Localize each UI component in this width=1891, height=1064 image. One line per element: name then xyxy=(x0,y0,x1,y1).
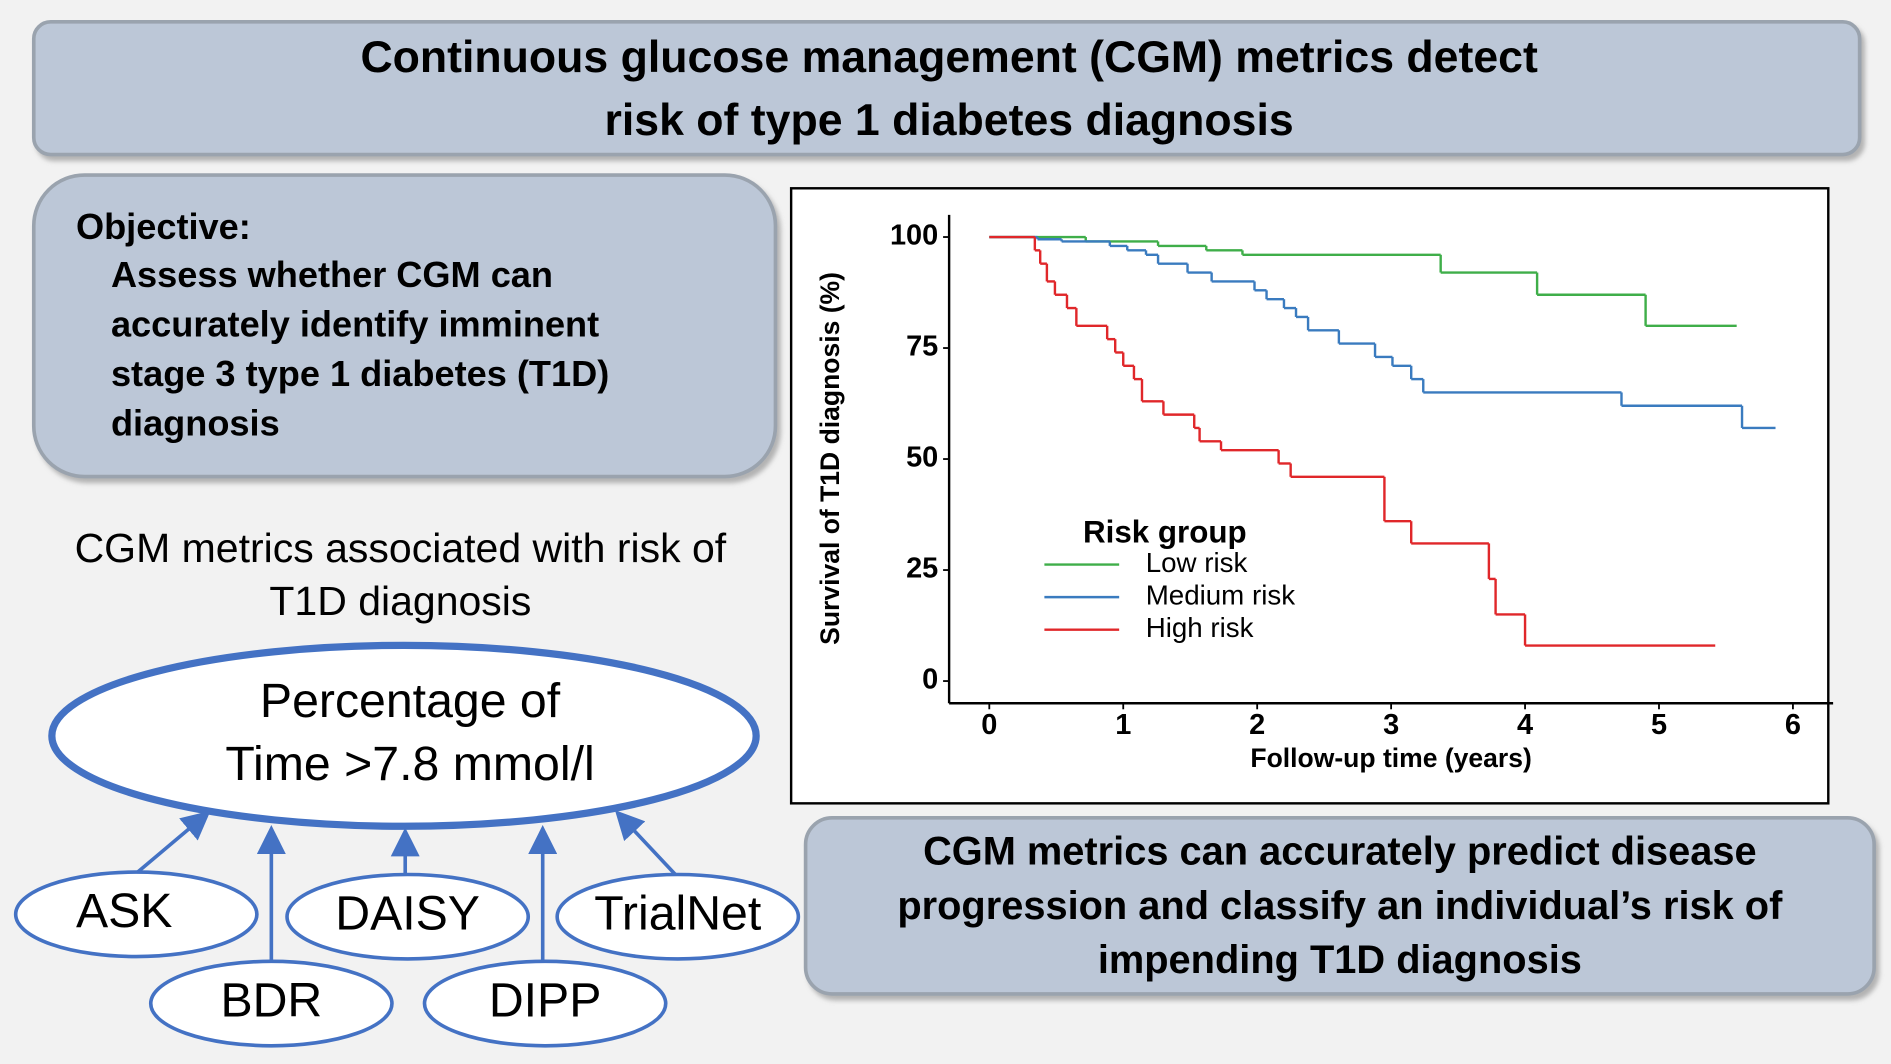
arrow xyxy=(614,810,677,876)
x-tick-label: 1 xyxy=(1115,709,1131,741)
chart-frame xyxy=(789,187,1830,805)
study-label: ASK xyxy=(76,884,173,938)
objective-line: diagnosis xyxy=(111,402,280,443)
objective-heading: Objective: xyxy=(76,206,251,247)
legend-title: Risk group xyxy=(1083,515,1247,550)
x-tick-label: 4 xyxy=(1517,709,1533,741)
study-ellipse xyxy=(422,959,668,1048)
title-box xyxy=(31,20,1862,157)
study-label: BDR xyxy=(220,973,322,1027)
conclusion-line: impending T1D diagnosis xyxy=(1098,938,1582,982)
association-line: CGM metrics associated with risk of xyxy=(75,525,727,571)
study-label: TrialNet xyxy=(594,886,762,940)
legend-label: Low risk xyxy=(1146,547,1248,578)
objective-line: Assess whether CGM can xyxy=(111,254,553,295)
objective-line: accurately identify imminent xyxy=(111,304,599,345)
study-ellipses xyxy=(13,870,801,1048)
legend-label: Medium risk xyxy=(1146,579,1296,610)
y-tick-label: 0 xyxy=(922,664,938,696)
conclusion-line: progression and classify an individual’s… xyxy=(897,884,1783,928)
study-label: DIPP xyxy=(489,973,602,1027)
objective-line: stage 3 type 1 diabetes (T1D) xyxy=(111,353,609,394)
x-tick-label: 6 xyxy=(1785,709,1801,741)
study-ellipse xyxy=(285,872,531,961)
conclusion-line: CGM metrics can accurately predict disea… xyxy=(923,830,1757,874)
title-line: risk of type 1 diabetes diagnosis xyxy=(605,96,1294,145)
y-tick-label: 25 xyxy=(906,553,938,585)
study-ellipse xyxy=(148,959,394,1048)
y-axis-label: Survival of T1D diagnosis (%) xyxy=(815,272,845,645)
y-tick-label: 75 xyxy=(906,331,938,363)
outcome-line: Time >7.8 mmol/l xyxy=(225,737,594,791)
arrow xyxy=(135,810,211,875)
legend-label: High risk xyxy=(1146,612,1254,643)
x-tick-label: 5 xyxy=(1651,709,1667,741)
x-tick-label: 0 xyxy=(981,709,997,741)
study-label: DAISY xyxy=(335,886,480,940)
title-line: Continuous glucose management (CGM) metr… xyxy=(360,33,1538,82)
outcome-ellipse xyxy=(48,641,760,830)
association-line: T1D diagnosis xyxy=(269,578,531,624)
conclusion-box xyxy=(803,816,1876,996)
y-tick-label: 50 xyxy=(906,442,938,474)
study-ellipse xyxy=(555,872,801,961)
arrows xyxy=(135,810,677,962)
x-axis-label: Follow-up time (years) xyxy=(1250,743,1531,773)
outcome-line: Percentage of xyxy=(260,674,561,728)
x-tick-label: 2 xyxy=(1249,709,1265,741)
objective-box xyxy=(31,173,778,479)
x-tick-label: 3 xyxy=(1383,709,1399,741)
y-tick-label: 100 xyxy=(890,220,938,252)
study-ellipse xyxy=(13,870,259,959)
